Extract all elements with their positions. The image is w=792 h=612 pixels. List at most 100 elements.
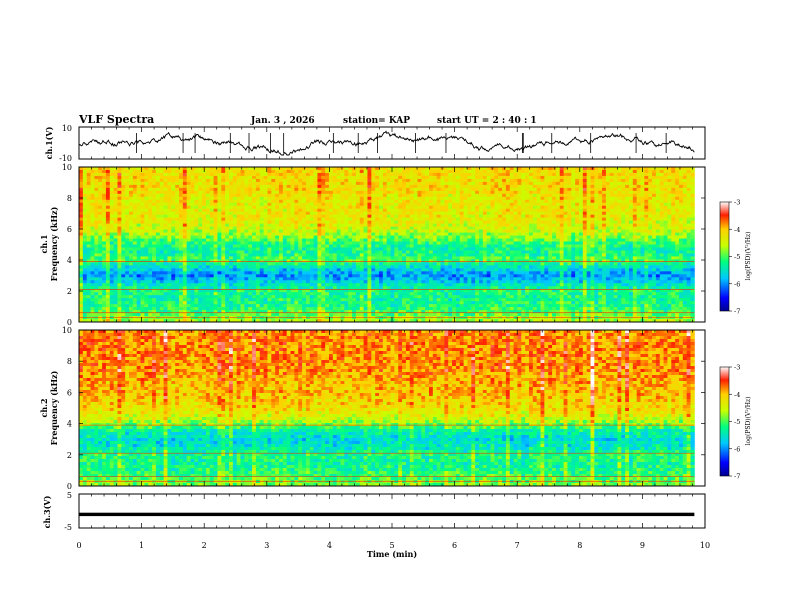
- spectrogram-cell: [544, 214, 549, 219]
- spectrogram-cell: [575, 214, 580, 219]
- spectrogram-cell: [155, 187, 161, 192]
- spectrogram-cell: [109, 253, 115, 257]
- spectrogram-cell: [482, 250, 488, 254]
- spectrogram-cell: [517, 187, 522, 192]
- spectrogram-cell: [248, 223, 253, 228]
- spectrogram-cell: [521, 229, 526, 233]
- spectrogram-cell: [82, 172, 88, 177]
- spectrogram-cell: [475, 175, 480, 180]
- spectrogram-cell: [594, 172, 599, 177]
- spectrogram-cell: [152, 253, 157, 257]
- spectrogram-cell: [252, 238, 257, 242]
- spectrogram-cell: [567, 223, 572, 228]
- spectrogram-cell: [79, 196, 84, 201]
- spectrogram-cell: [255, 190, 261, 195]
- spectrogram-cell: [498, 217, 503, 222]
- spectrogram-cell: [525, 244, 530, 248]
- spectrogram-cell: [505, 167, 511, 171]
- spectrogram-cell: [502, 229, 507, 233]
- spectrogram-cell: [328, 247, 334, 251]
- spectrogram-cell: [425, 169, 430, 174]
- spectrogram-cell: [152, 172, 157, 177]
- spectrogram-cell: [540, 232, 545, 236]
- spectrogram-cell: [132, 181, 138, 186]
- spectrogram-cell: [302, 193, 307, 198]
- spectrogram-cell: [325, 250, 330, 254]
- spectrogram-cell: [521, 205, 526, 210]
- spectrogram-cell: [563, 220, 568, 225]
- spectrogram-cell: [494, 250, 499, 254]
- spectrogram-cell: [159, 250, 165, 254]
- spectrogram-cell: [590, 238, 595, 242]
- spectrogram-cell: [105, 220, 111, 225]
- spectrogram-cell: [640, 202, 645, 207]
- spectrogram-cell: [605, 172, 611, 177]
- spectrogram-cell: [309, 175, 315, 180]
- spectrogram-cell: [159, 238, 165, 242]
- spectrogram-cell: [109, 196, 115, 201]
- spectrogram-cell: [594, 247, 599, 251]
- spectrogram-cell: [205, 196, 211, 201]
- spectrogram-cell: [152, 199, 157, 204]
- spectrogram-cell: [278, 220, 284, 225]
- spectrogram-cell: [652, 235, 657, 239]
- spectrogram-cell: [209, 178, 215, 183]
- spectrogram-cell: [544, 167, 549, 171]
- spectrogram-cell: [621, 172, 626, 177]
- spectrogram-cell: [90, 226, 95, 230]
- spectrogram-cell: [382, 202, 388, 207]
- spectrogram-cell: [179, 178, 184, 183]
- spectrogram-cell: [359, 208, 365, 213]
- spectrogram-cell: [555, 250, 561, 254]
- spectrogram-cell: [478, 235, 484, 239]
- spectrogram-cell: [452, 250, 457, 254]
- spectrogram-cell: [632, 199, 638, 204]
- spectrogram-cell: [409, 193, 414, 198]
- spectrogram-cell: [413, 235, 418, 239]
- spectrogram-cell: [448, 220, 453, 225]
- spectrogram-cell: [409, 187, 414, 192]
- spectrogram-cell: [375, 181, 380, 186]
- spectrogram-cell: [144, 223, 149, 228]
- spectrogram-cell: [121, 187, 126, 192]
- spectrogram-cell: [186, 205, 191, 210]
- spectrogram-cell: [136, 241, 141, 245]
- spectrogram-cell: [125, 196, 130, 201]
- spectrogram-cell: [225, 202, 230, 207]
- spectrogram-cell: [259, 175, 265, 180]
- spectrogram-cell: [417, 223, 422, 228]
- spectrogram-cell: [94, 187, 99, 192]
- spectrogram-cell: [536, 238, 541, 242]
- spectrogram-cell: [659, 202, 664, 207]
- spectrogram-cell: [105, 196, 111, 201]
- spectrogram-cell: [209, 167, 215, 171]
- spectrogram-cell: [263, 181, 268, 186]
- spectrogram-cell: [613, 202, 618, 207]
- spectrogram-cell: [105, 238, 111, 242]
- spectrogram-cell: [575, 223, 580, 228]
- spectrogram-cell: [459, 217, 464, 222]
- spectrogram-cell: [252, 250, 257, 254]
- spectrogram-cell: [605, 167, 611, 171]
- spectrogram-cell: [655, 211, 661, 216]
- spectrogram-cell: [328, 220, 334, 225]
- spectrogram-cell: [413, 220, 418, 225]
- spectrogram-cell: [605, 211, 611, 216]
- spectrogram-cell: [552, 235, 557, 239]
- spectrogram-cell: [198, 187, 203, 192]
- spectrogram-cell: [440, 250, 445, 254]
- spectrogram-cell: [144, 241, 149, 245]
- spectrogram-cell: [282, 196, 288, 201]
- spectrogram-cell: [336, 247, 341, 251]
- spectrogram-cell: [690, 208, 695, 213]
- spectrogram-cell: [463, 214, 468, 219]
- spectrogram-cell: [425, 229, 430, 233]
- spectrogram-cell: [121, 172, 126, 177]
- spectrogram-cell: [140, 217, 145, 222]
- spectrogram-cell: [548, 205, 553, 210]
- spectrogram-cell: [155, 232, 161, 236]
- spectrogram-cell: [590, 235, 595, 239]
- spectrogram-cell: [598, 211, 603, 216]
- spectrogram-cell: [240, 226, 245, 230]
- spectrogram-cell: [417, 253, 422, 257]
